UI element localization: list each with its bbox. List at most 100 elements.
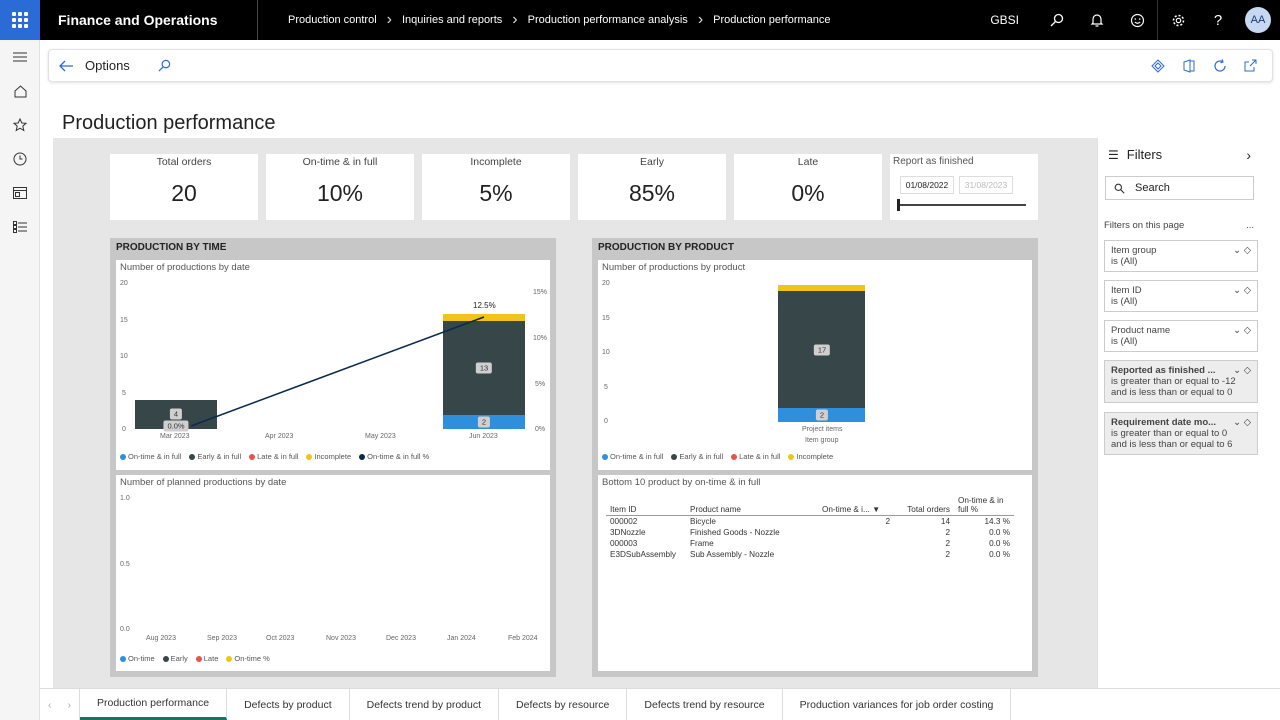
open-in-new-icon[interactable] [1235,59,1266,72]
chevron-down-icon[interactable]: ⌄ ◇ [1233,325,1251,336]
gear-icon[interactable] [1158,0,1198,40]
cell: Sub Assembly - Nozzle [690,550,775,559]
kpi-late: Late 0% [734,154,882,220]
filter-card-item-group[interactable]: Item group ⌄ ◇ is (All) [1104,240,1258,272]
legend-item[interactable]: Incomplete [788,452,833,461]
action-pane: Options [48,49,1273,82]
table-row[interactable]: 000002 Bicycle 2 14 14.3 % [606,516,1014,528]
office-icon[interactable] [1173,58,1204,73]
collapse-chevron-icon[interactable]: › [1246,147,1251,163]
cell: 2 [945,539,950,548]
cell [818,549,894,560]
legend-item[interactable]: On-time [120,654,155,663]
legend-item[interactable]: Early & in full [671,452,723,461]
legend-item[interactable]: On-time & in full % [359,452,429,461]
legend-item[interactable]: Late & in full [731,452,780,461]
slider-handle[interactable] [897,199,900,211]
search-icon[interactable] [158,59,171,72]
y-tick: 10 [602,349,610,356]
y-tick: 15 [602,315,610,322]
cell: Bicycle [690,517,716,526]
column-header[interactable]: Item ID [606,495,686,516]
tab-defects-by-resource[interactable]: Defects by resource [499,689,628,720]
y-tick: 0.0 [120,626,130,633]
cell: 0.0 % [989,528,1010,537]
tab-production-variances[interactable]: Production variances for job order costi… [783,689,1012,720]
workspaces-icon[interactable] [0,176,40,210]
cell [818,527,894,538]
table-row[interactable]: E3DSubAssembly Sub Assembly - Nozzle 2 0… [606,549,1014,560]
hamburger-icon[interactable] [0,40,40,74]
tab-defects-trend-by-product[interactable]: Defects trend by product [350,689,500,720]
table-row[interactable]: 3DNozzle Finished Goods - Nozzle 2 0.0 % [606,527,1014,538]
modules-list-icon[interactable] [0,210,40,244]
legend-item[interactable]: On-time & in full [120,452,181,461]
app-launcher-button[interactable] [0,0,40,40]
chevron-down-icon[interactable]: ⌄ ◇ [1233,365,1251,376]
legend-item[interactable]: On-time & in full [602,452,663,461]
filter-condition: and is less than or equal to 6 [1111,439,1233,450]
more-options-icon[interactable]: ... [1246,220,1254,231]
legend-item[interactable]: Early & in full [189,452,241,461]
legend-item[interactable]: Late & in full [249,452,298,461]
star-icon[interactable] [0,108,40,142]
company-picker[interactable]: GBSI [990,13,1019,27]
clock-icon[interactable] [0,142,40,176]
tab-production-performance[interactable]: Production performance [80,689,228,720]
page-title: Production performance [62,112,276,134]
column-header[interactable]: On-time & i... ▼ [818,495,894,516]
tab-scroll-right-icon[interactable]: › [60,689,80,720]
avatar[interactable]: AA [1245,7,1271,33]
column-header[interactable]: On-time & in full % [954,495,1014,516]
refresh-icon[interactable] [1204,58,1235,73]
kpi-total-orders: Total orders 20 [110,154,258,220]
cell [818,538,894,549]
legend-item[interactable]: On-time % [226,654,270,663]
help-icon[interactable]: ? [1213,11,1223,29]
tab-defects-trend-by-resource[interactable]: Defects trend by resource [627,689,783,720]
cell: E3DSubAssembly [610,550,676,559]
cell: 2 [945,528,950,537]
filter-value: is (All) [1111,296,1138,307]
chevron-down-icon[interactable]: ⌄ ◇ [1233,417,1251,428]
cell: 000003 [610,539,638,548]
y-tick: 5 [122,390,126,397]
chevron-down-icon[interactable]: ⌄ ◇ [1233,245,1251,256]
kpi-label: Early [640,156,664,168]
bell-icon[interactable] [1077,0,1117,40]
filters-pane: ☰ Filters › Search Filters on this page.… [1097,138,1265,688]
filter-card-product-name[interactable]: Product name ⌄ ◇ is (All) [1104,320,1258,352]
app-title[interactable]: Finance and Operations [40,0,258,40]
bar-incomplete-project-items[interactable] [778,285,865,291]
table-row[interactable]: 000003 Frame 2 0.0 % [606,538,1014,549]
back-arrow-icon[interactable] [59,60,75,72]
breadcrumb-item[interactable]: Inquiries and reports [402,14,503,26]
breadcrumb-item[interactable]: Production performance analysis [527,14,688,26]
data-label: 17 [813,344,831,356]
breadcrumb-item[interactable]: Production performance [713,14,831,26]
filter-card-requirement-date[interactable]: Requirement date mo... ⌄ ◇ is greater tha… [1104,412,1258,455]
breadcrumb-item[interactable]: Production control [288,14,377,26]
column-header[interactable]: Total orders [894,495,954,516]
options-menu[interactable]: Options [85,58,130,73]
diamond-icon[interactable] [1142,58,1173,73]
column-header[interactable]: Product name [686,495,818,516]
home-icon[interactable] [0,74,40,108]
tab-defects-by-product[interactable]: Defects by product [227,689,350,720]
tab-scroll-left-icon[interactable]: ‹ [48,698,52,711]
kpi-value: 85% [628,180,676,206]
date-range-slider[interactable] [898,204,1026,206]
bottom-10-products-table: Bottom 10 product by on-time & in full I… [598,475,1032,671]
search-icon[interactable] [1037,0,1077,40]
filters-search-input[interactable]: Search [1105,176,1254,200]
filter-card-item-id[interactable]: Item ID ⌄ ◇ is (All) [1104,280,1258,312]
filter-card-reported-as-finished[interactable]: Reported as finished ... ⌄ ◇ is greater t… [1104,360,1258,403]
date-from-input[interactable]: 01/08/2022 [900,176,954,194]
legend-item[interactable]: Early [162,654,188,663]
date-to-input[interactable]: 31/08/2023 [959,176,1013,194]
chevron-down-icon[interactable]: ⌄ ◇ [1233,285,1251,296]
legend-item[interactable]: Incomplete [306,452,351,461]
legend-item[interactable]: Late [195,654,218,663]
smiley-icon[interactable] [1117,0,1157,40]
kpi-value: 20 [171,180,197,206]
